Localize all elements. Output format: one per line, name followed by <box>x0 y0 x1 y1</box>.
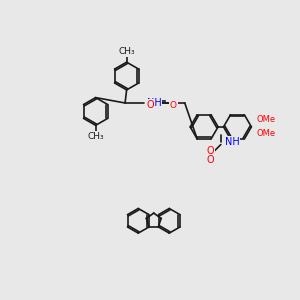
Text: O: O <box>207 155 214 165</box>
Text: O: O <box>147 100 154 110</box>
Text: NH: NH <box>147 98 161 108</box>
Text: O: O <box>169 101 177 110</box>
Text: CH₃: CH₃ <box>118 47 135 56</box>
Text: O: O <box>206 146 214 156</box>
Text: OMe: OMe <box>256 129 275 138</box>
Text: OMe: OMe <box>256 116 275 124</box>
Text: CH₃: CH₃ <box>87 132 104 141</box>
Text: NH: NH <box>225 137 239 147</box>
